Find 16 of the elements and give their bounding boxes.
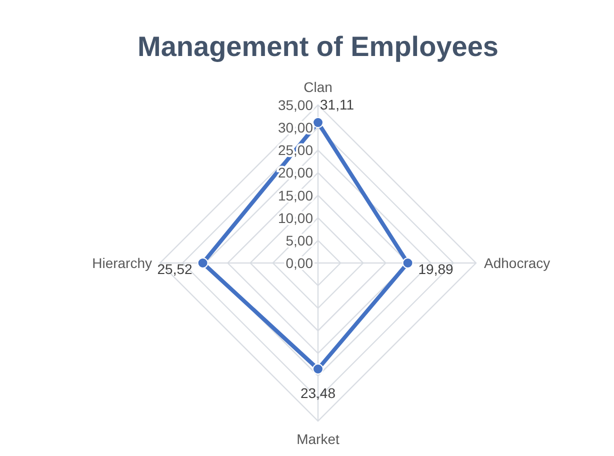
y-tick-label: 10,00	[278, 210, 314, 226]
y-tick-label: 20,00	[278, 164, 314, 181]
spoke-label: Adhocracy	[484, 255, 550, 271]
spoke-label: Hierarchy	[92, 255, 152, 271]
y-tick-label: 35,00	[278, 97, 314, 113]
y-tick-label: 30,00	[278, 120, 314, 136]
y-tick-label: 0,00	[286, 255, 314, 271]
data-label: 19,89	[418, 261, 454, 277]
data-label: 25,52	[157, 261, 193, 277]
data-label: 23,48	[300, 384, 336, 401]
chart-title: Management of Employees	[138, 31, 498, 62]
data-label: 31,11	[320, 96, 354, 113]
y-tick-label: 5,00	[286, 232, 314, 248]
spoke-label: Market	[296, 431, 340, 447]
spoke-label: Clan	[304, 79, 332, 95]
y-tick-label: 15,00	[278, 187, 314, 204]
